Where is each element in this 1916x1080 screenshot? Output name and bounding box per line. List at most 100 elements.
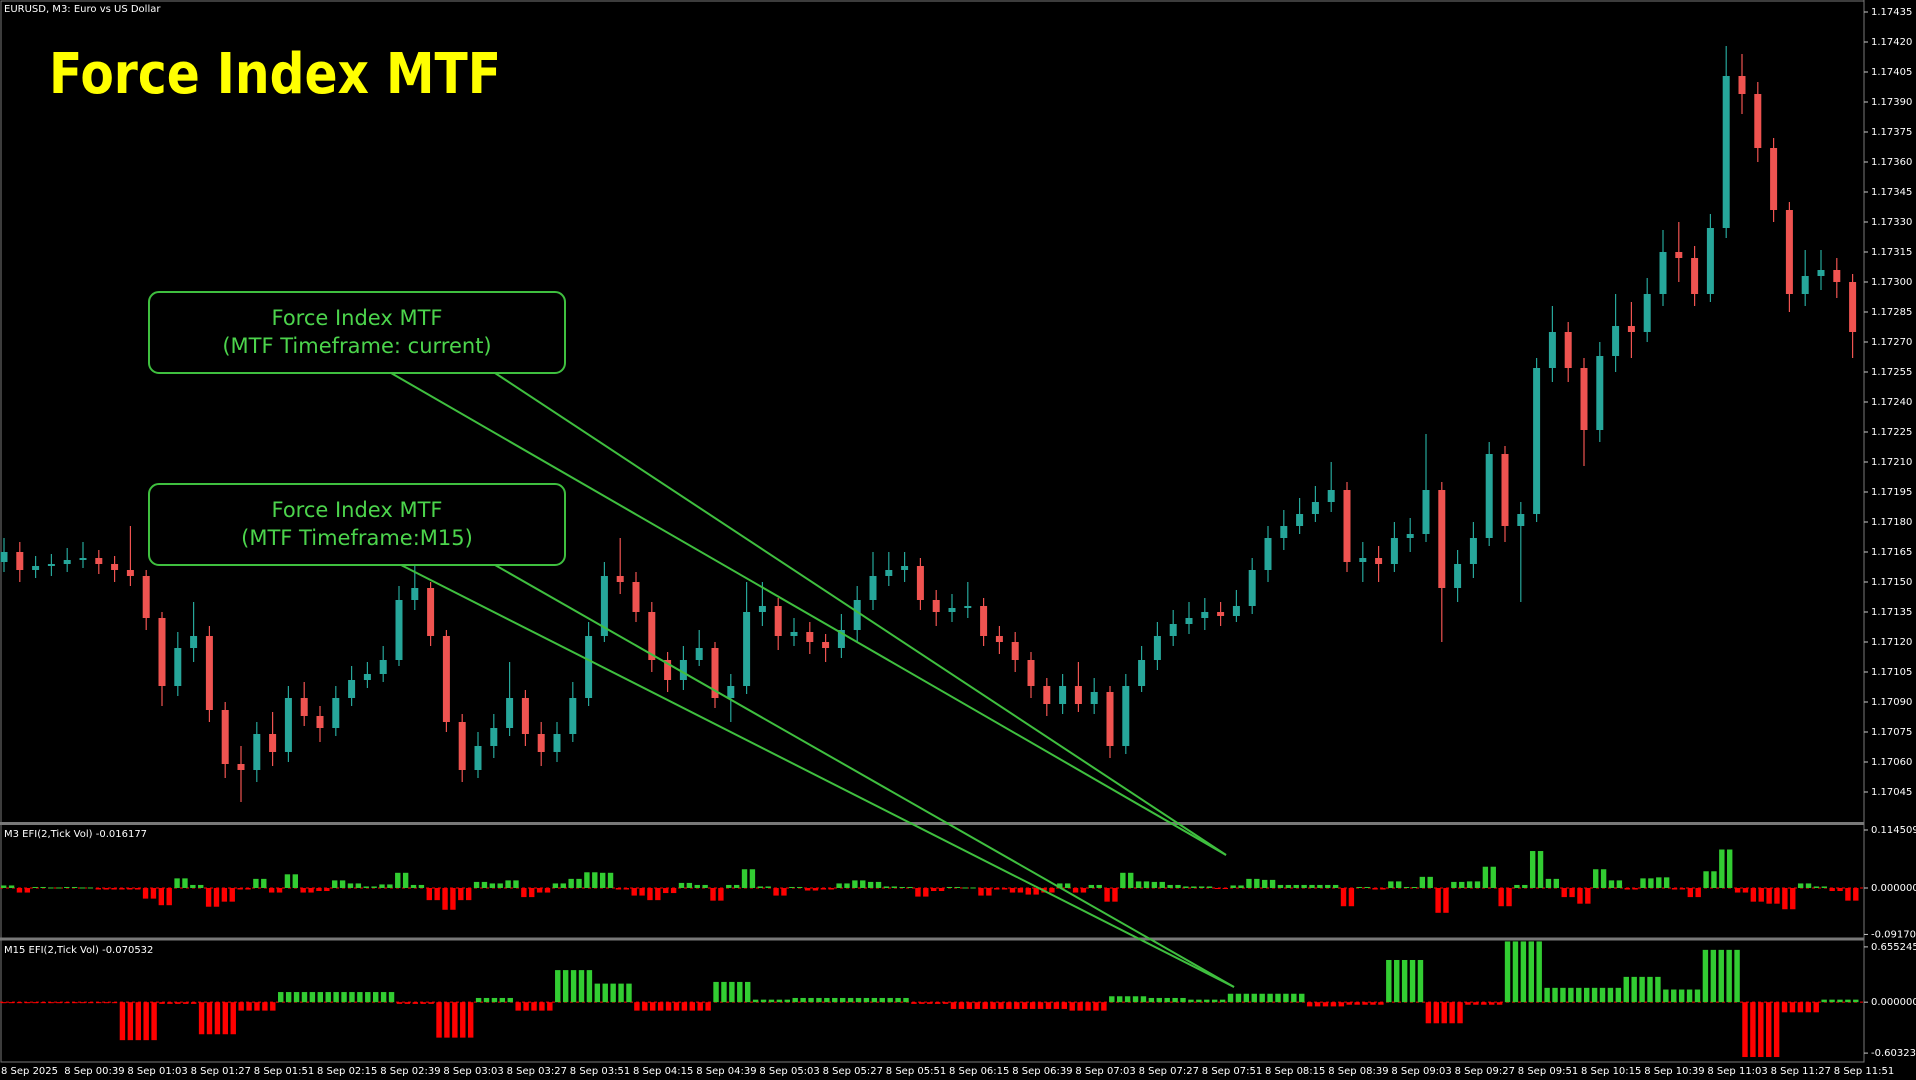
candle-body [901,566,909,570]
histogram-bar [1348,887,1355,907]
histogram-bar [1514,884,1520,888]
candle-body [1169,624,1177,636]
histogram-bar [1459,881,1465,888]
histogram-bar [347,883,354,888]
histogram-bar [1615,987,1622,1003]
histogram-bar [221,887,228,902]
histogram-bar [1033,887,1039,895]
histogram-bar [1465,1002,1471,1005]
time-label: 8 Sep 09:03 [1391,1066,1451,1077]
histogram-bar [705,1002,711,1011]
histogram-bar [713,981,719,1003]
histogram-bar [749,869,756,888]
histogram-bar [1172,997,1178,1003]
histogram-bar [317,992,324,1003]
candle-body [806,632,814,642]
histogram-bar [1789,1002,1796,1013]
candle-body [1074,686,1082,704]
time-label: 8 Sep 09:51 [1518,1066,1578,1077]
histogram-bar [887,997,893,1003]
candle-body [1153,636,1161,660]
callout-text: Force Index MTF [271,498,442,522]
histogram-bar [1506,887,1512,907]
histogram-bar [198,884,204,888]
histogram-bar [1159,881,1165,888]
candle-body [174,648,182,686]
histogram-bar [245,887,251,890]
histogram-bar [1694,989,1701,1003]
candle-body [1438,490,1446,588]
time-label: 8 Sep 07:27 [1139,1066,1199,1077]
histogram-bar [1069,1002,1075,1011]
histogram-bar [1204,999,1210,1003]
histogram-bar [899,886,905,888]
candle-body [1643,294,1651,332]
histogram-bar [262,1002,268,1011]
histogram-bar [1101,1002,1107,1011]
histogram-bar [1001,887,1008,890]
histogram-bar [1370,1002,1376,1005]
callout-box [148,291,566,374]
candle-body [569,698,577,734]
histogram-bar [475,997,482,1003]
callout-pointer [390,372,1227,856]
histogram-bar [270,1002,276,1011]
histogram-bar [1,1002,7,1004]
histogram-bar [1117,996,1123,1003]
histogram-bar [1301,884,1307,888]
histogram-bar [1632,887,1638,890]
histogram-bar [1433,1002,1440,1024]
histogram-bar [1585,887,1591,904]
histogram-bar [308,887,314,893]
candle-body [1469,538,1477,564]
histogram-bar [1386,959,1392,1003]
candle-body [1138,660,1146,686]
time-label: 8 Sep 05:51 [886,1066,946,1077]
histogram-bar [1451,881,1457,888]
histogram-bar [895,997,901,1003]
y-tick-label: 1.17300 [1871,277,1912,288]
histogram-bar [610,983,616,1003]
histogram-bar [292,874,298,888]
histogram-bar [309,992,316,1003]
histogram-bar [1188,999,1194,1003]
histogram-bar [222,1002,229,1035]
histogram-bar [230,1002,236,1035]
histogram-bar [1528,941,1534,1003]
histogram-bar [80,1002,86,1004]
histogram-bar [1372,887,1378,890]
y-tick-label: 1.17060 [1871,757,1912,768]
histogram-bar [804,887,811,891]
histogram-bar [426,887,432,901]
time-label: 8 Sep 10:15 [1581,1066,1641,1077]
histogram-bar [246,1002,252,1011]
y-tick-label: 1.17045 [1871,787,1912,798]
histogram-bar [982,1002,988,1009]
candle-body [1675,252,1683,258]
histogram-bar [1829,887,1835,892]
histogram-bar [491,997,498,1003]
candle-body [32,566,40,570]
histogram-bar [357,992,363,1003]
histogram-bar [238,1002,244,1011]
histogram-bar [135,1002,141,1041]
histogram-bar [119,1002,126,1041]
histogram-bar [626,983,632,1003]
histogram-bar [1829,999,1835,1003]
histogram-bar [205,887,212,907]
candle-body [1833,270,1841,282]
histogram-bar [863,997,870,1003]
histogram-bar [776,999,783,1003]
histogram-bar [1600,869,1607,888]
histogram-bar [1734,949,1740,1003]
candle-body [1343,490,1351,562]
histogram-bar [1285,884,1292,888]
time-label: 8 Sep 09:27 [1455,1066,1515,1077]
histogram-bar [907,886,913,888]
time-label: 8 Sep 07:03 [1075,1066,1135,1077]
candle-body [395,600,403,660]
histogram-bar [1309,884,1315,888]
candle-body [1185,618,1193,624]
histogram-bar [1631,976,1637,1003]
histogram-bar [324,887,330,892]
